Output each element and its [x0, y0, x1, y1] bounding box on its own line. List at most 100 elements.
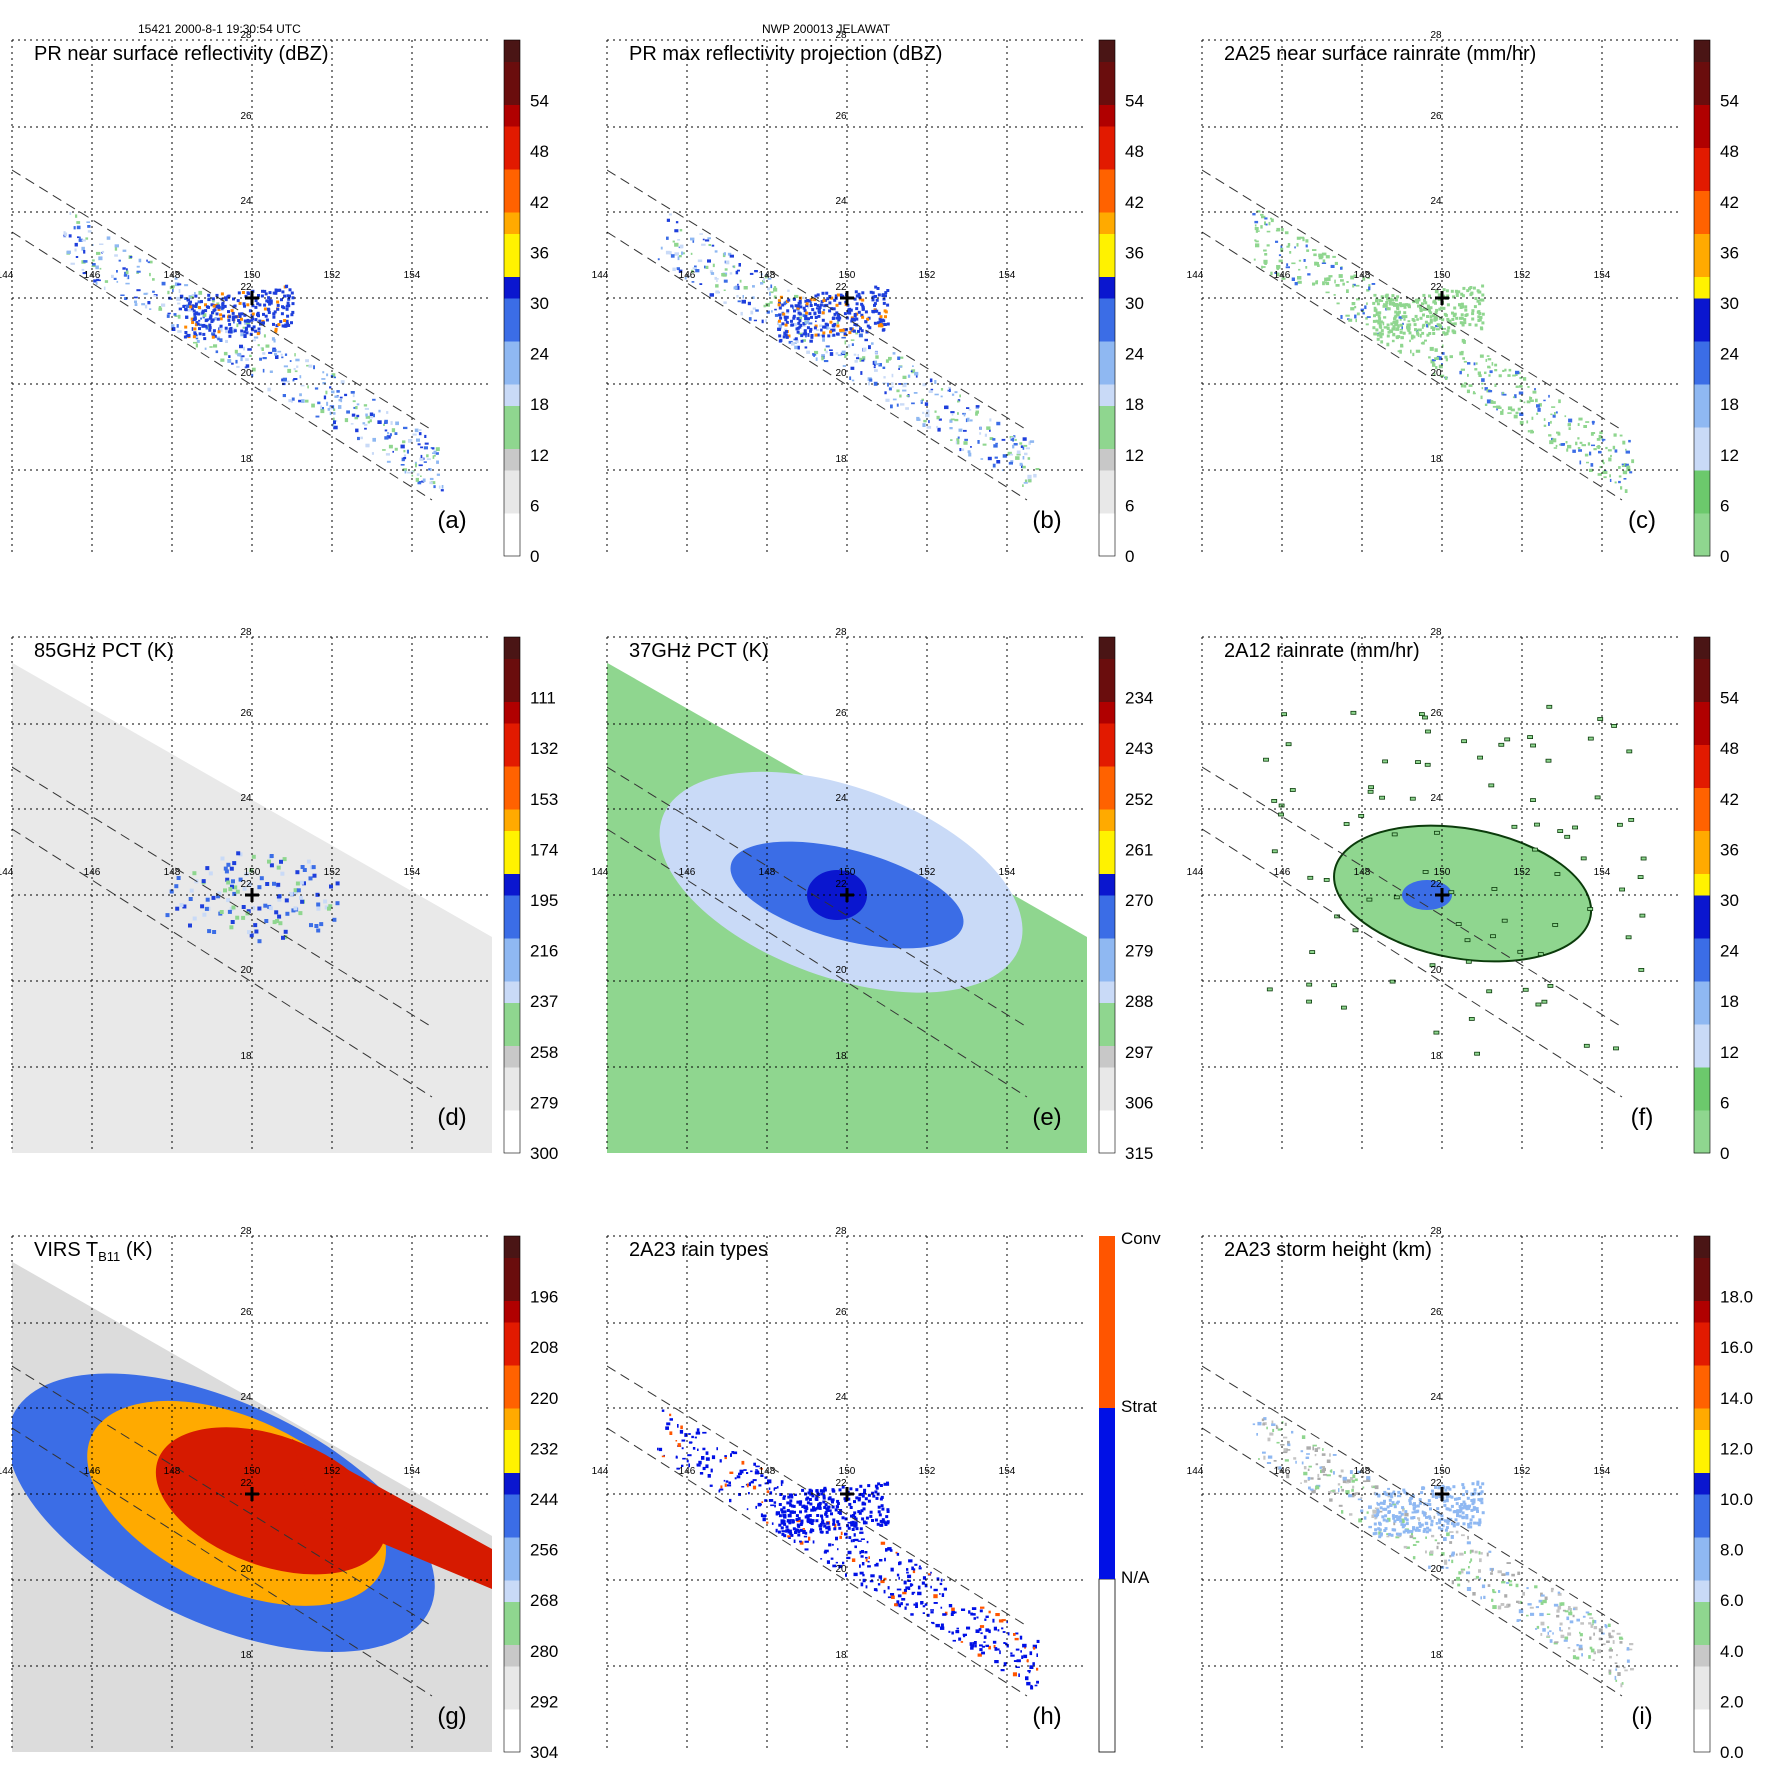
- colorbar-segment: [504, 319, 520, 342]
- pct-pixel: [254, 929, 259, 934]
- rain-core-pixel: [874, 1484, 878, 1488]
- rain-core-pixel: [833, 312, 837, 316]
- rain-core-pixel: [805, 304, 809, 307]
- rain-pixel: [1422, 341, 1425, 345]
- rain-pixel: [784, 300, 788, 305]
- rain-pixel: [1544, 1596, 1548, 1600]
- rain-pixel: [146, 259, 148, 262]
- rain-core-pixel: [1401, 1525, 1405, 1529]
- rain-pixel: [719, 1488, 724, 1491]
- rain-pixel: [1582, 1615, 1586, 1618]
- rain-cell: [1343, 822, 1350, 826]
- rain-pixel: [675, 1440, 678, 1442]
- rain-pixel: [1458, 1571, 1462, 1575]
- rain-core-pixel: [878, 320, 882, 324]
- rain-pixel: [420, 475, 422, 477]
- rain-pixel: [692, 267, 697, 270]
- rain-pixel: [1402, 322, 1404, 325]
- colorbar-segment: [504, 513, 520, 535]
- rain-core-pixel: [202, 332, 206, 336]
- rain-core-pixel: [836, 1499, 840, 1503]
- colorbar-tick-label: 268: [530, 1591, 558, 1610]
- rain-pixel: [749, 272, 754, 275]
- rain-core-pixel: [1403, 1523, 1406, 1527]
- rain-core-pixel: [1394, 322, 1398, 326]
- rain-pixel: [1593, 448, 1597, 451]
- rain-pixel: [710, 272, 715, 275]
- lat-tick-label: 20: [835, 368, 847, 379]
- rain-pixel: [1621, 1682, 1624, 1685]
- rain-pixel: [804, 320, 810, 324]
- rain-pixel: [753, 1462, 756, 1466]
- rain-pixel: [901, 1598, 906, 1601]
- rain-pixel: [767, 1479, 772, 1484]
- rain-core-pixel: [1480, 1501, 1484, 1505]
- rain-pixel: [95, 265, 99, 270]
- rain-pixel: [186, 304, 191, 308]
- rain-core-pixel: [836, 1520, 840, 1524]
- colorbar-segment: [1694, 701, 1710, 724]
- rain-pixel: [1033, 1646, 1036, 1650]
- colorbar-frame: [503, 39, 521, 557]
- lat-tick-label: 24: [1430, 793, 1442, 804]
- rain-pixel: [794, 294, 799, 298]
- rain-pixel: [793, 338, 796, 341]
- rain-pixel: [771, 310, 773, 313]
- colorbar-segment: [1099, 448, 1115, 471]
- colorbar-segment: [1694, 1257, 1710, 1280]
- rain-pixel: [1036, 1667, 1039, 1671]
- rain-pixel: [134, 300, 137, 303]
- rain-pixel: [242, 326, 246, 329]
- rain-pixel: [975, 412, 978, 416]
- colorbar-segment: [504, 362, 520, 385]
- rain-core-pixel: [1429, 311, 1433, 315]
- rain-cell: [1554, 872, 1561, 876]
- panel-label: (f): [1631, 1104, 1654, 1131]
- rain-pixel: [1445, 1566, 1449, 1569]
- rain-core-pixel: [808, 1514, 812, 1517]
- rain-pixel: [1312, 282, 1316, 286]
- rain-pixel: [774, 1487, 777, 1489]
- rain-pixel: [340, 398, 343, 403]
- rain-pixel: [1584, 453, 1589, 457]
- rain-pixel: [1602, 459, 1604, 463]
- colorbar-segment: [504, 1472, 520, 1495]
- rain-pixel: [855, 332, 859, 335]
- rain-pixel: [814, 350, 819, 355]
- colorbar-tick-label: 153: [530, 790, 558, 809]
- rain-core-pixel: [1444, 313, 1448, 317]
- rain-pixel: [1024, 452, 1028, 456]
- rain-core-pixel: [1395, 319, 1399, 323]
- rain-pixel: [1526, 420, 1529, 424]
- rain-core-pixel: [1432, 326, 1436, 330]
- rain-pixel: [326, 401, 329, 406]
- rain-pixel: [897, 1594, 902, 1598]
- rain-pixel: [176, 324, 179, 328]
- rain-pixel: [1530, 429, 1534, 434]
- rain-core-pixel: [1373, 314, 1376, 318]
- rain-pixel: [774, 314, 779, 317]
- rain-core-pixel: [1455, 1497, 1459, 1501]
- rain-core-pixel: [790, 1493, 793, 1497]
- rain-core-pixel: [1471, 1515, 1475, 1519]
- rain-core-pixel: [1372, 319, 1376, 323]
- pct-pixel: [223, 866, 228, 871]
- rain-core-pixel: [780, 1526, 784, 1530]
- rain-core-pixel: [207, 298, 211, 302]
- colorbar-tick-label: 6: [1720, 496, 1729, 515]
- rain-pixel: [1261, 215, 1266, 219]
- rain-core-pixel: [1422, 293, 1426, 297]
- rain-pixel: [1596, 446, 1601, 448]
- rain-pixel: [1531, 416, 1534, 420]
- rain-core-pixel: [1418, 1498, 1422, 1502]
- rain-pixel: [702, 1431, 707, 1434]
- pct-pixel: [227, 909, 232, 914]
- rain-pixel: [933, 1602, 938, 1604]
- colorbar-tick-label: 18: [1720, 992, 1739, 1011]
- rain-pixel: [1371, 1514, 1374, 1518]
- rain-pixel: [735, 270, 739, 275]
- rain-pixel: [331, 373, 336, 377]
- colorbar-segment: [1694, 405, 1710, 428]
- rain-core-pixel: [879, 1523, 883, 1527]
- rain-pixel: [219, 327, 223, 332]
